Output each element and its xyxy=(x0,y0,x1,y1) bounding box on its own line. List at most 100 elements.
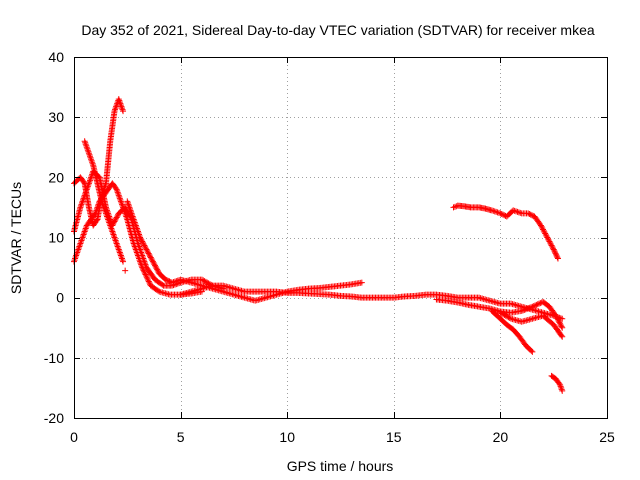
data-point xyxy=(558,323,565,330)
data-point xyxy=(145,278,152,285)
y-tick-label: 40 xyxy=(48,49,64,65)
data-point xyxy=(139,238,146,245)
data-point xyxy=(553,252,560,259)
data-point xyxy=(141,270,148,277)
series-track-1 xyxy=(71,180,205,298)
data-point xyxy=(143,272,150,279)
data-point xyxy=(173,278,180,285)
data-point xyxy=(154,266,161,273)
data-point xyxy=(112,185,119,192)
data-point xyxy=(146,279,153,286)
data-point xyxy=(518,307,525,314)
data-point xyxy=(558,332,565,339)
data-point xyxy=(113,214,120,221)
data-point xyxy=(533,301,540,308)
data-point xyxy=(536,300,543,307)
data-point xyxy=(515,209,522,216)
data-point xyxy=(144,249,151,256)
data-point xyxy=(544,234,551,241)
data-point xyxy=(145,277,152,284)
data-point xyxy=(551,249,558,256)
data-point xyxy=(142,271,149,278)
data-point xyxy=(141,268,148,275)
data-point xyxy=(149,258,156,265)
data-point xyxy=(506,314,513,321)
data-point xyxy=(142,245,149,252)
x-tick-labels: 0 5 10 15 20 25 xyxy=(70,429,615,445)
data-point xyxy=(144,275,151,282)
series-isolated-points xyxy=(122,267,129,274)
data-point xyxy=(526,211,533,218)
data-point xyxy=(499,211,506,218)
grid-lines xyxy=(74,57,607,418)
y-axis-label: SDTVAR / TECUs xyxy=(8,182,24,294)
data-point xyxy=(358,279,365,286)
data-point xyxy=(529,303,536,310)
data-point xyxy=(545,237,552,244)
data-point xyxy=(525,210,532,217)
data-point xyxy=(547,241,554,248)
data-point xyxy=(538,223,545,230)
data-point xyxy=(548,242,555,249)
data-point xyxy=(520,307,527,314)
data-point xyxy=(532,302,539,309)
data-point xyxy=(174,277,181,284)
data-point xyxy=(493,208,500,215)
data-point xyxy=(495,209,502,216)
x-tick-label: 15 xyxy=(386,429,402,445)
data-point xyxy=(159,281,166,288)
y-tick-label: 10 xyxy=(48,230,64,246)
data-point xyxy=(491,208,498,215)
series-track-11 xyxy=(548,372,566,394)
data-point xyxy=(140,241,147,248)
data-point xyxy=(146,251,153,258)
y-tick-label: -10 xyxy=(44,350,64,366)
data-point xyxy=(498,211,505,218)
data-point xyxy=(114,213,121,220)
data-point xyxy=(559,324,566,331)
data-point xyxy=(141,242,148,249)
x-tick-label: 25 xyxy=(599,429,615,445)
x-tick-label: 0 xyxy=(70,429,78,445)
data-point xyxy=(537,222,544,229)
x-tick-label: 5 xyxy=(177,429,185,445)
data-point xyxy=(554,315,561,322)
data-point xyxy=(557,322,564,329)
data-point xyxy=(144,247,151,254)
data-point xyxy=(529,348,536,355)
data-point xyxy=(151,261,158,268)
data-point xyxy=(540,226,547,233)
data-point xyxy=(556,380,563,387)
data-point xyxy=(546,238,553,245)
data-point xyxy=(513,208,520,215)
data-point xyxy=(552,250,559,257)
data-point xyxy=(110,219,117,226)
data-point xyxy=(551,247,558,254)
data-point xyxy=(145,250,152,257)
data-point xyxy=(517,209,524,216)
series-track-9 xyxy=(488,307,536,355)
data-point xyxy=(490,207,497,214)
data-point xyxy=(554,316,561,323)
data-point xyxy=(112,215,119,222)
data-point xyxy=(165,277,172,284)
data-point xyxy=(510,207,517,214)
data-point xyxy=(543,233,550,240)
data-point xyxy=(166,278,173,285)
data-point xyxy=(149,257,156,264)
data-point xyxy=(530,303,537,310)
data-point xyxy=(110,221,117,228)
data-point xyxy=(527,211,534,218)
data-point xyxy=(559,333,566,340)
data-point xyxy=(169,279,176,286)
series-track-6 xyxy=(177,282,566,322)
data-point xyxy=(155,287,162,294)
data-points xyxy=(71,96,566,394)
data-point xyxy=(137,235,144,242)
data-point xyxy=(451,203,458,210)
axis-ticks xyxy=(74,57,608,419)
data-point xyxy=(95,173,102,180)
data-point xyxy=(163,277,170,284)
